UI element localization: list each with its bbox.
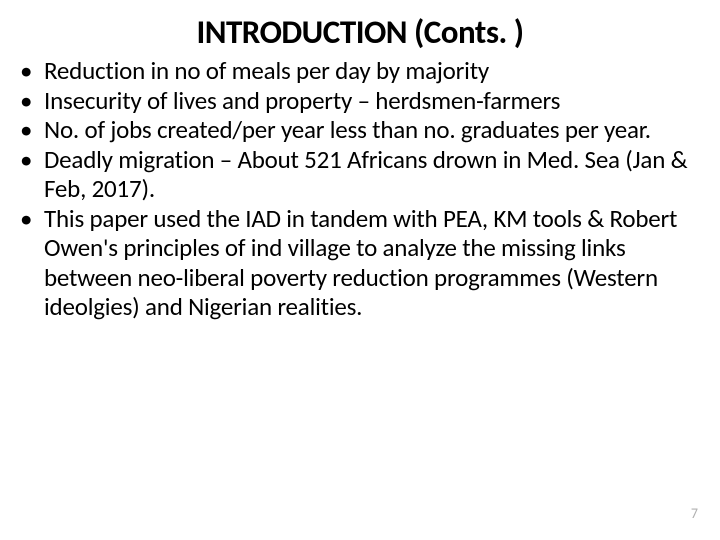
page-number: 7 <box>691 505 698 522</box>
list-item: Reduction in no of meals per day by majo… <box>12 56 708 86</box>
list-item: No. of jobs created/per year less than n… <box>12 115 708 145</box>
list-item: Deadly migration – About 521 Africans dr… <box>12 145 708 204</box>
bullet-list: Reduction in no of meals per day by majo… <box>12 56 708 322</box>
list-item: Insecurity of lives and property – herds… <box>12 86 708 116</box>
list-item: This paper used the IAD in tandem with P… <box>12 204 708 322</box>
slide-title: INTRODUCTION (Conts. ) <box>12 12 708 52</box>
